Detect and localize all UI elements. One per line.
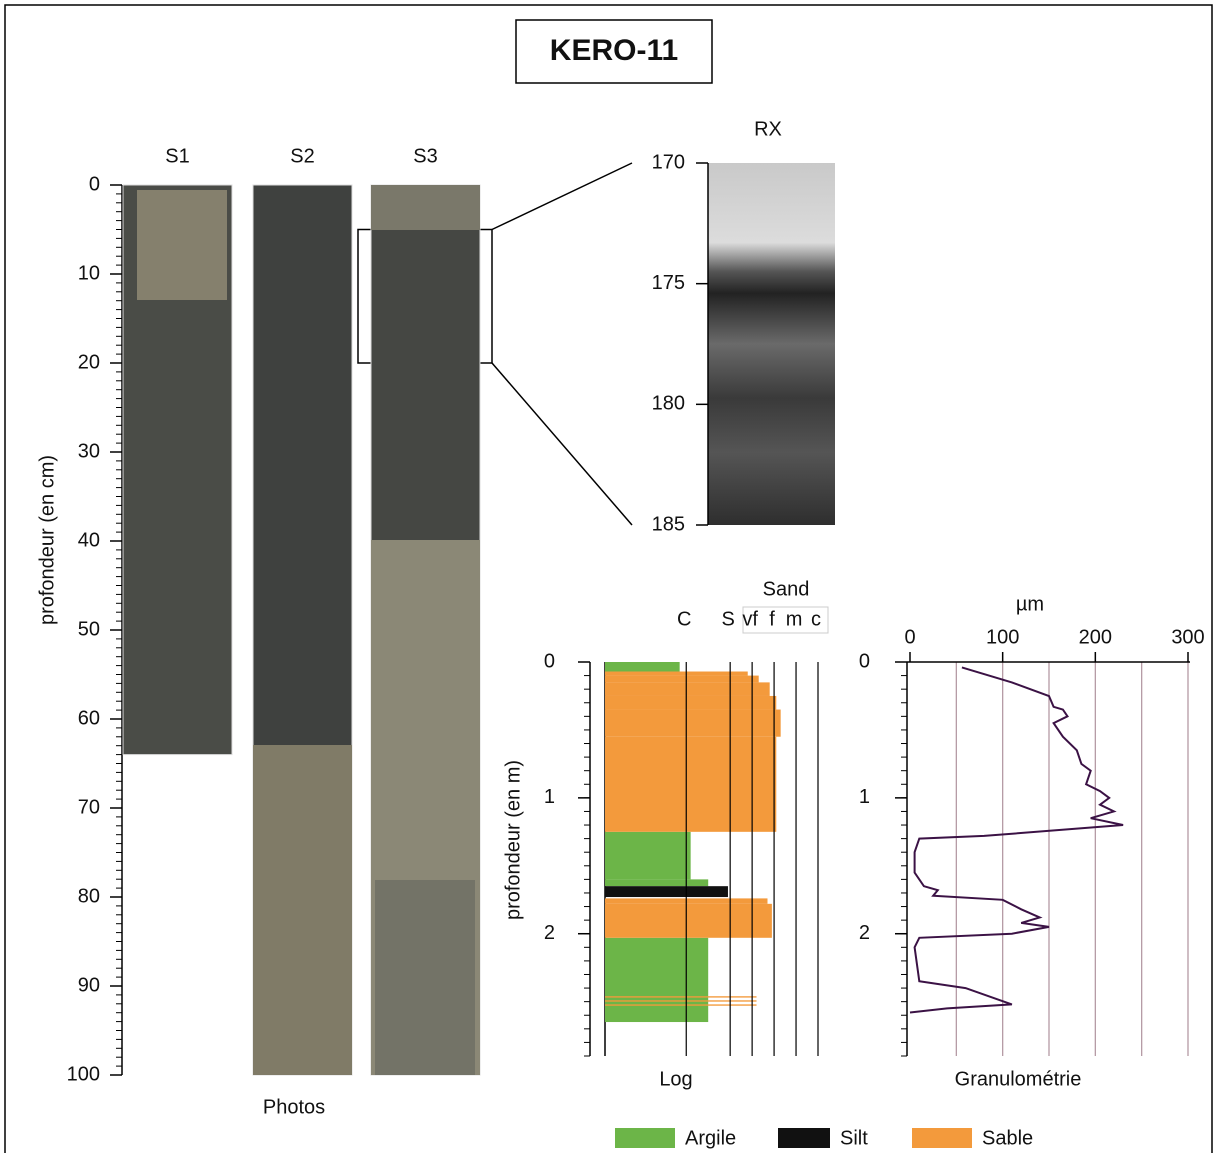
y-tick-label: 50 bbox=[78, 618, 100, 640]
title: KERO-11 bbox=[550, 34, 678, 67]
axis-header: Sand bbox=[763, 578, 810, 600]
legend-label: Silt bbox=[840, 1127, 868, 1149]
lithology-bar bbox=[605, 996, 757, 998]
lithology-bar bbox=[605, 662, 680, 672]
legend-swatch bbox=[912, 1128, 972, 1148]
y-tick-label: 80 bbox=[78, 885, 100, 907]
photos-label: Photos bbox=[263, 1096, 325, 1118]
zoom-link bbox=[491, 362, 633, 526]
lithology-bar bbox=[605, 682, 770, 696]
rx-label: RX bbox=[754, 118, 782, 140]
y-tick-label: 170 bbox=[652, 151, 685, 173]
x-tick-label: 200 bbox=[1079, 626, 1112, 648]
core-label: S3 bbox=[413, 145, 437, 167]
y-tick-label: 10 bbox=[78, 262, 100, 284]
lithology-bar bbox=[605, 709, 781, 737]
y-tick-label: 70 bbox=[78, 796, 100, 818]
y-tick-label: 2 bbox=[859, 922, 870, 944]
y-tick-label: 175 bbox=[652, 272, 685, 294]
axis-label: profondeur (en cm) bbox=[36, 455, 58, 625]
y-tick-label: 0 bbox=[859, 650, 870, 672]
x-tick-label: m bbox=[786, 608, 803, 630]
lithology-bar bbox=[605, 831, 691, 880]
lithology-bar bbox=[605, 736, 777, 832]
legend-swatch bbox=[778, 1128, 830, 1148]
y-tick-label: 0 bbox=[544, 650, 555, 672]
header-box bbox=[742, 606, 829, 634]
core-texture bbox=[137, 185, 480, 1075]
legend-swatch bbox=[615, 1128, 675, 1148]
y-tick-label: 185 bbox=[652, 513, 685, 535]
lithology-bar bbox=[605, 675, 759, 683]
x-tick-label: S bbox=[721, 608, 734, 630]
core-label: S1 bbox=[165, 145, 189, 167]
y-tick-label: 100 bbox=[67, 1063, 100, 1085]
title-box bbox=[515, 19, 713, 84]
x-tick-label: 300 bbox=[1171, 626, 1204, 648]
y-tick-label: 1 bbox=[544, 786, 555, 808]
x-tick-label: f bbox=[769, 608, 775, 630]
legend-label: Argile bbox=[685, 1127, 736, 1149]
x-tick-label: vf bbox=[742, 608, 758, 630]
lithology-bar bbox=[605, 937, 709, 1023]
core-label: S2 bbox=[290, 145, 314, 167]
core-texture bbox=[371, 185, 480, 230]
y-tick-label: 180 bbox=[652, 393, 685, 415]
legend-label: Sable bbox=[982, 1127, 1033, 1149]
axis-label: profondeur (en m) bbox=[502, 760, 524, 920]
rx-image bbox=[708, 163, 835, 525]
zoom-link bbox=[491, 162, 633, 231]
x-tick-label: 0 bbox=[904, 626, 915, 648]
lithology-bar bbox=[605, 1004, 757, 1006]
x-tick-label: 100 bbox=[986, 626, 1019, 648]
y-tick-label: 60 bbox=[78, 707, 100, 729]
lithology-bar bbox=[605, 1000, 757, 1002]
frame bbox=[4, 4, 1213, 1153]
core-texture bbox=[375, 880, 475, 1075]
axis-label: Granulométrie bbox=[955, 1068, 1082, 1090]
core-texture bbox=[137, 190, 227, 300]
y-tick-label: 1 bbox=[859, 786, 870, 808]
lithology-bar bbox=[605, 879, 709, 887]
lithology-bar bbox=[605, 695, 777, 710]
axis-label: Log bbox=[659, 1068, 692, 1090]
y-tick-label: 40 bbox=[78, 529, 100, 551]
y-tick-label: 20 bbox=[78, 351, 100, 373]
lithology-bar bbox=[605, 671, 748, 676]
x-tick-label: c bbox=[811, 608, 821, 630]
lithology-bar bbox=[605, 903, 772, 938]
grain-size-line bbox=[909, 666, 1124, 1014]
y-tick-label: 90 bbox=[78, 974, 100, 996]
unit-label: µm bbox=[1016, 593, 1044, 615]
y-tick-label: 0 bbox=[89, 173, 100, 195]
lithology-bar bbox=[605, 886, 728, 898]
y-tick-label: 30 bbox=[78, 440, 100, 462]
y-tick-label: 2 bbox=[544, 922, 555, 944]
core-texture bbox=[253, 745, 352, 1075]
x-tick-label: C bbox=[677, 608, 691, 630]
